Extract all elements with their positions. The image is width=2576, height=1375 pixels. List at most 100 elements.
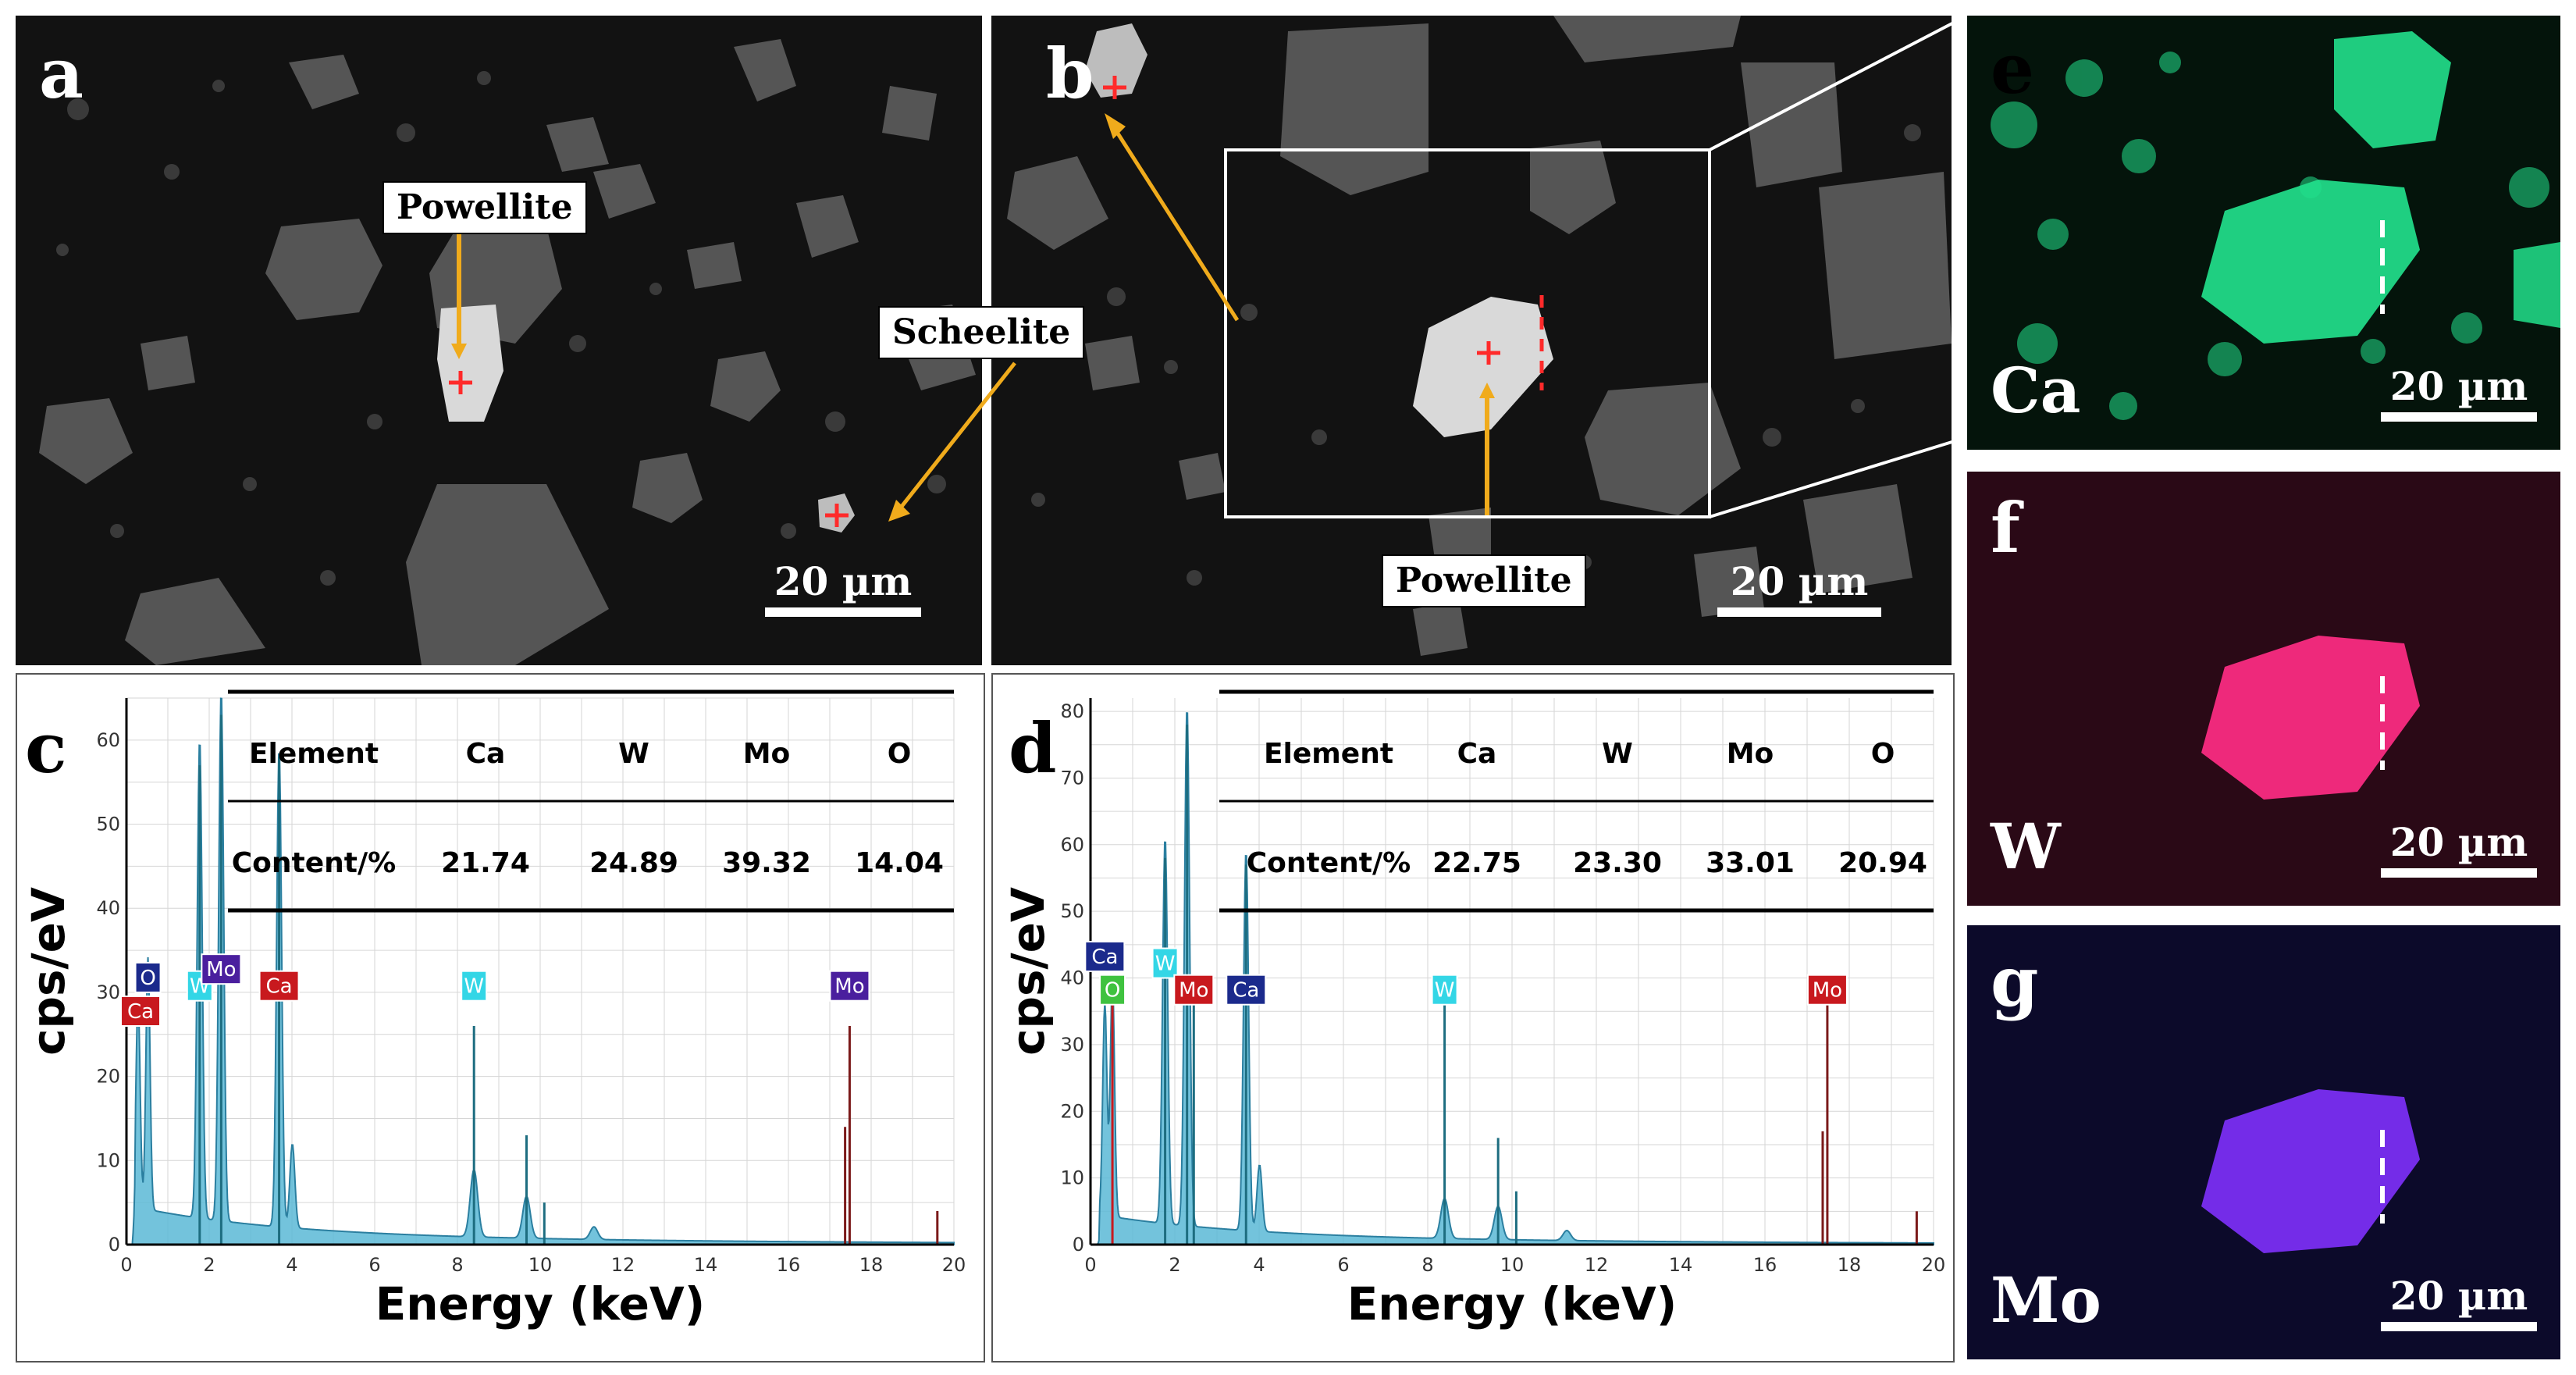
mo-grain — [2201, 1089, 2420, 1253]
scale-label: 20 µm — [2389, 1273, 2528, 1319]
pointer-line — [1110, 123, 1240, 322]
peak-label-ca: Ca — [1226, 974, 1267, 1006]
x-tick-label: 8 — [451, 1254, 463, 1276]
panel-f: f W 20 µm — [1967, 472, 2560, 906]
peak-label-box — [461, 970, 488, 1002]
peak-label-w: W — [1431, 974, 1458, 1006]
peak-label-box — [201, 953, 242, 985]
x-tick-label: 20 — [1922, 1254, 1946, 1276]
panel-letter-c: c — [25, 707, 67, 789]
y-tick-label: 20 — [1060, 1100, 1084, 1122]
scale-line — [2381, 868, 2537, 878]
peak-label-text: Ca — [1233, 979, 1259, 1003]
scale-label: 20 µm — [1730, 558, 1869, 604]
scale-line — [765, 607, 921, 617]
table-cell: 21.74 — [441, 847, 530, 879]
cross-marker — [825, 504, 849, 527]
peak-label-ca: Ca — [258, 970, 300, 1002]
cross-marker — [449, 371, 472, 394]
table-cell: 39.32 — [722, 847, 811, 879]
panel-g: g Mo 20 µm — [1967, 925, 2560, 1359]
scale-bar: 20 µm — [1717, 562, 1881, 617]
x-tick-label: 4 — [286, 1254, 297, 1276]
scale-label: 20 µm — [2389, 363, 2528, 409]
table-cell: 22.75 — [1432, 847, 1521, 879]
y-axis-label: cps/eV — [1002, 887, 1055, 1056]
panel-letter-g: g — [1991, 941, 2039, 1022]
y-tick-label: 30 — [96, 981, 120, 1003]
peak-label-text: W — [1435, 979, 1455, 1003]
x-tick-label: 12 — [1585, 1254, 1609, 1276]
scale-bar: 20 µm — [2381, 1277, 2537, 1331]
scale-bar: 20 µm — [2381, 823, 2537, 878]
peak-label-ca: Ca — [1084, 941, 1126, 972]
y-tick-label: 60 — [1060, 834, 1084, 856]
table-header: O — [888, 738, 912, 770]
ca-grain — [2334, 31, 2451, 148]
x-tick-label: 18 — [859, 1254, 884, 1276]
peak-label-w: W — [461, 970, 488, 1002]
table-header: W — [1602, 738, 1633, 770]
w-map — [2201, 636, 2420, 800]
y-tick-label: 40 — [96, 897, 120, 919]
scale-label: 20 µm — [2389, 819, 2528, 865]
peak-label-mo: Mo — [1173, 974, 1215, 1006]
x-tick-label: 8 — [1421, 1254, 1433, 1276]
w-grain — [2201, 636, 2420, 800]
peak-label-box — [1226, 974, 1267, 1006]
peak-label-text: Mo — [1813, 979, 1842, 1003]
spectrum-d: 0 2 4 6 8 10 12 14 16 18 2001020304050607080CaOWMo… — [1002, 689, 1946, 1330]
table-header: Element — [1264, 738, 1393, 770]
peak-label-box — [829, 970, 870, 1002]
cross-marker — [1477, 341, 1500, 365]
peak-label-box — [134, 961, 162, 993]
panel-letter-e: e — [1991, 28, 2034, 109]
x-tick-label: 0 — [120, 1254, 132, 1276]
table-row-label: Content/% — [1247, 847, 1411, 879]
peak-label-box — [120, 996, 162, 1027]
x-tick-label: 2 — [1169, 1254, 1180, 1276]
peak-label-text: Ca — [266, 975, 293, 999]
y-tick-label: 50 — [96, 814, 120, 835]
scale-line — [1717, 607, 1881, 617]
x-tick-label: 16 — [1753, 1254, 1777, 1276]
spectrum-area — [126, 697, 955, 1245]
peak-label-text: Ca — [1091, 946, 1118, 969]
powellite-label: Powellite — [1382, 554, 1586, 607]
peak-label-ca: Ca — [120, 996, 162, 1027]
y-tick-label: 50 — [1060, 900, 1084, 922]
table-cell: 24.89 — [589, 847, 678, 879]
spectrum-c: 0 2 4 6 8 10 12 14 16 18 20 0 10 20 30 40 50 60 O Ca W Mo Ca W M… — [22, 689, 966, 1330]
peak-label-text: W — [1155, 953, 1176, 976]
scale-bar: 20 µm — [765, 562, 921, 617]
scheelite-grain — [1085, 23, 1147, 98]
peak-label-w: W — [1151, 947, 1179, 979]
peak-label-text: O — [140, 967, 155, 990]
scale-line — [2381, 1322, 2537, 1331]
x-tick-label: 16 — [777, 1254, 801, 1276]
pointer-arrow — [1105, 113, 1126, 139]
y-tick-label: 0 — [109, 1234, 120, 1256]
x-tick-label: 6 — [1337, 1254, 1349, 1276]
peak-label-box — [1173, 974, 1215, 1006]
x-axis-label: Energy (keV) — [375, 1277, 706, 1330]
peak-label-mo: Mo — [1806, 974, 1848, 1006]
pointer-arrow — [1479, 383, 1495, 398]
x-tick-label: 10 — [528, 1254, 553, 1276]
peak-label-mo: Mo — [201, 953, 242, 985]
element-label-mo: Mo — [1991, 1263, 2101, 1337]
peak-label-text: W — [464, 975, 484, 999]
composition-table: Element Ca W Mo O Content/% 22.75 23.30 33.01 20.… — [1219, 689, 1934, 913]
peak-label-box — [1431, 974, 1458, 1006]
y-tick-label: 10 — [96, 1149, 120, 1171]
table-header: Ca — [1457, 738, 1497, 770]
y-tick-label: 60 — [96, 729, 120, 751]
panel-letter-d: d — [1009, 707, 1057, 789]
peak-label-o: O — [134, 961, 162, 993]
table-cell: 33.01 — [1706, 847, 1795, 879]
peak-label-text: Mo — [1179, 979, 1208, 1003]
peak-label-text: Mo — [834, 975, 864, 999]
x-tick-label: 4 — [1253, 1254, 1265, 1276]
peak-label-text: Mo — [206, 958, 236, 981]
scale-label: 20 µm — [774, 558, 913, 604]
